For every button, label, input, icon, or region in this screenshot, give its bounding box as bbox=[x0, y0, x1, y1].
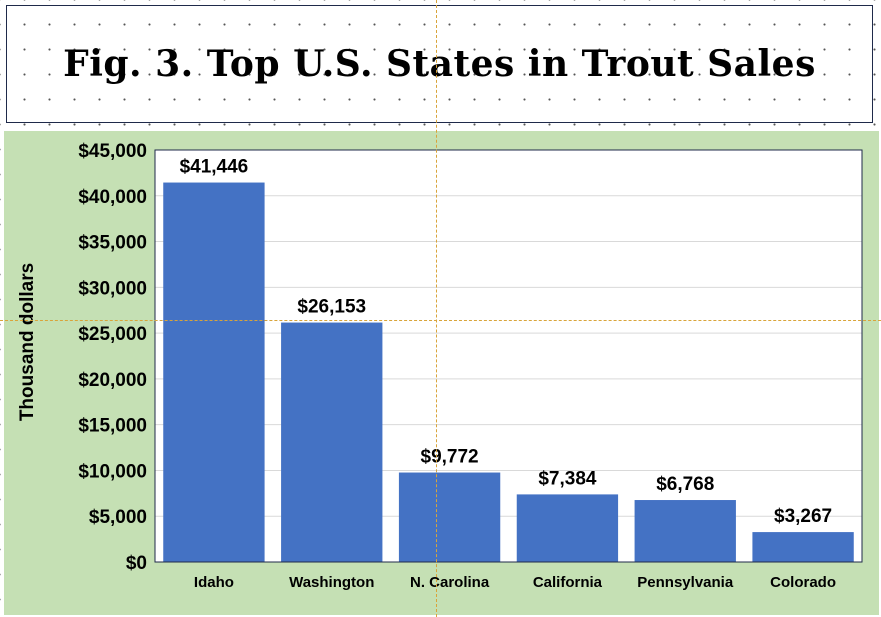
y-tick-label: $40,000 bbox=[78, 187, 147, 208]
gridlines bbox=[155, 149, 862, 562]
y-tick-label: $45,000 bbox=[78, 141, 147, 162]
bar[interactable] bbox=[281, 322, 383, 562]
x-tick-label: Pennsylvania bbox=[637, 574, 734, 591]
bars bbox=[163, 182, 854, 562]
y-tick-label: $30,000 bbox=[78, 278, 147, 299]
bar[interactable] bbox=[752, 532, 854, 562]
y-axis-title: Thousand dollars bbox=[17, 263, 38, 421]
x-tick-label: N. Carolina bbox=[410, 574, 490, 591]
bar[interactable] bbox=[634, 500, 736, 562]
data-labels: $41,446 $26,153 $9,772 $7,384 $6,768 $3,267 bbox=[180, 157, 833, 528]
bar[interactable] bbox=[163, 182, 265, 562]
x-tick-label: Colorado bbox=[770, 574, 836, 591]
data-label: $41,446 bbox=[180, 157, 249, 178]
data-label: $6,768 bbox=[656, 474, 714, 495]
y-tick-label: $35,000 bbox=[78, 233, 147, 254]
data-label: $9,772 bbox=[421, 447, 479, 468]
x-tick-label: California bbox=[533, 574, 603, 591]
bar[interactable] bbox=[398, 472, 501, 562]
data-label: $7,384 bbox=[538, 468, 597, 489]
bar[interactable] bbox=[516, 494, 619, 562]
x-tick-label: Idaho bbox=[194, 574, 234, 591]
y-tick-label: $15,000 bbox=[78, 416, 147, 437]
plot-area bbox=[155, 150, 862, 562]
data-label: $26,153 bbox=[297, 297, 366, 318]
x-axis: Idaho Washington N. Carolina California Penn… bbox=[154, 149, 863, 591]
x-tick-label: Washington bbox=[289, 574, 374, 591]
chart-title: Fig. 3. Top U.S. States in Trout Sales bbox=[63, 43, 816, 85]
chart-title-box[interactable]: Fig. 3. Top U.S. States in Trout Sales bbox=[6, 5, 873, 123]
plot-border bbox=[154, 149, 863, 563]
y-tick-label: $0 bbox=[126, 553, 147, 574]
y-axis: $0 $5,000 $10,000 $15,000 $20,000 $25,000 $30,… bbox=[78, 141, 147, 574]
y-tick-label: $20,000 bbox=[78, 370, 147, 391]
data-label: $3,267 bbox=[774, 506, 832, 527]
y-tick-label: $25,000 bbox=[78, 324, 147, 345]
y-tick-label: $5,000 bbox=[89, 507, 147, 528]
y-tick-label: $10,000 bbox=[78, 461, 147, 482]
